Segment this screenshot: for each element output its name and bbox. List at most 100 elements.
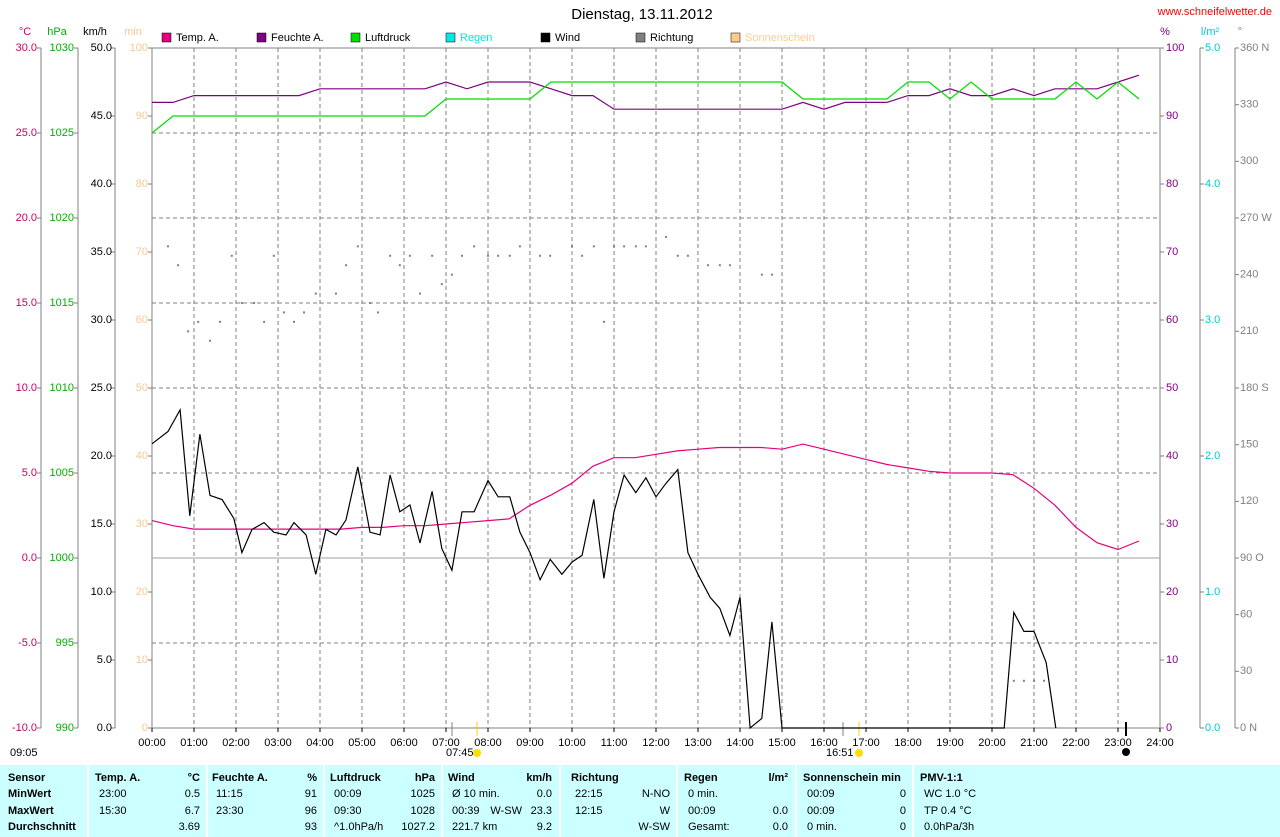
- y-tick-label: 70: [136, 246, 148, 258]
- table-row-label: MinWert: [8, 788, 52, 800]
- x-tick-label: 17:00: [852, 737, 880, 749]
- table-cell: ^1.0hPa/h: [334, 821, 383, 833]
- direction-dot: [292, 320, 295, 323]
- y-tick-label: 10: [1166, 654, 1178, 666]
- y-tick-label: 80: [136, 178, 148, 190]
- table-cell: 1028: [411, 805, 435, 817]
- table-cell: 23:00: [99, 788, 127, 800]
- direction-dot: [376, 311, 379, 314]
- table-cell: 0 min.: [807, 821, 837, 833]
- table-header: Temp. A.: [95, 772, 140, 784]
- direction-dot: [473, 245, 476, 248]
- moon-icon: [1122, 748, 1130, 756]
- y-tick-label: 120: [1240, 495, 1258, 507]
- table-cell: W-SW: [638, 821, 670, 833]
- chart-title: Dienstag, 13.11.2012: [571, 6, 713, 23]
- table-cell: 96: [305, 805, 317, 817]
- table-cell: 11:15: [216, 788, 243, 800]
- direction-dot: [1043, 679, 1046, 682]
- table-cell: 0.5: [185, 788, 200, 800]
- axis-unit: km/h: [83, 26, 107, 38]
- direction-dot: [676, 254, 679, 257]
- table-cell: 0.0: [773, 821, 788, 833]
- x-tick-label: 07:00: [432, 737, 460, 749]
- table-cell: 00:09: [807, 805, 835, 817]
- direction-dot: [219, 320, 222, 323]
- x-tick-label: 09:00: [516, 737, 544, 749]
- table-cell: 3.69: [179, 821, 200, 833]
- y-tick-label: 1.0: [1205, 586, 1220, 598]
- y-tick-label: 90: [1166, 110, 1178, 122]
- y-tick-label: 210: [1240, 325, 1258, 337]
- direction-dot: [1033, 679, 1035, 682]
- direction-dot: [187, 330, 190, 333]
- y-tick-label: 60: [1166, 314, 1178, 326]
- y-tick-label: 0: [142, 722, 148, 734]
- y-tick-label: 0: [1166, 722, 1172, 734]
- y-tick-label: 240: [1240, 269, 1258, 281]
- axis-unit: min: [124, 26, 142, 38]
- sun-icon: [473, 749, 481, 757]
- x-tick-label: 04:00: [306, 737, 334, 749]
- y-tick-label: 0 N: [1240, 722, 1257, 734]
- y-tick-label: -10.0: [12, 722, 37, 734]
- y-tick-label: 1010: [50, 382, 74, 394]
- direction-dot: [1022, 679, 1025, 682]
- x-tick-label: 19:00: [936, 737, 964, 749]
- y-tick-label: 25.0: [16, 127, 37, 139]
- x-tick-label: 10:00: [558, 737, 586, 749]
- table-header: Richtung: [571, 772, 619, 784]
- table-header: Regen: [684, 772, 718, 784]
- table-cell: 0: [900, 821, 906, 833]
- y-tick-label: 70: [1166, 246, 1178, 258]
- y-tick-label: 0.0: [22, 552, 37, 564]
- table-header: Sonnenschein min: [803, 772, 901, 784]
- direction-dot: [356, 245, 359, 248]
- x-tick-label: 08:00: [474, 737, 502, 749]
- legend-swatch: [445, 32, 456, 43]
- direction-dot: [549, 254, 552, 257]
- x-tick-label: 23:00: [1104, 737, 1132, 749]
- y-tick-label: 35.0: [91, 246, 112, 258]
- legend-swatch: [350, 32, 361, 43]
- direction-dot: [686, 254, 689, 257]
- y-tick-label: 20.0: [91, 450, 112, 462]
- y-tick-label: 100: [130, 42, 148, 54]
- y-tick-label: 100: [1166, 42, 1184, 54]
- direction-dot: [314, 292, 317, 295]
- y-tick-label: 4.0: [1205, 178, 1220, 190]
- direction-dot: [272, 254, 275, 257]
- table-cell: 09:30: [334, 805, 362, 817]
- direction-dot: [644, 245, 647, 248]
- table-header: Wind: [448, 772, 475, 784]
- direction-dot: [418, 292, 421, 295]
- direction-dot: [707, 264, 710, 267]
- table-cell: 00:39: [452, 805, 480, 817]
- y-tick-label: -5.0: [18, 637, 37, 649]
- y-tick-label: 270 W: [1240, 212, 1272, 224]
- table-cell: 6.7: [185, 805, 200, 817]
- direction-dot: [728, 264, 731, 267]
- direction-dot: [398, 264, 401, 267]
- table-header: Feuchte A.: [212, 772, 268, 784]
- y-tick-label: 45.0: [91, 110, 112, 122]
- direction-dot: [760, 273, 763, 276]
- direction-dot: [263, 320, 266, 323]
- table-cell: 0 min.: [688, 788, 718, 800]
- y-tick-label: 10: [136, 654, 148, 666]
- stats-background: [0, 765, 1280, 837]
- table-cell: 93: [305, 821, 317, 833]
- y-tick-label: 20.0: [16, 212, 37, 224]
- y-tick-label: 15.0: [91, 518, 112, 530]
- y-tick-label: 30.0: [91, 314, 112, 326]
- legend-label: Wind: [555, 32, 580, 44]
- direction-dot: [665, 235, 668, 238]
- y-tick-label: 80: [1166, 178, 1178, 190]
- x-tick-label: 24:00: [1146, 737, 1174, 749]
- x-tick-label: 11:00: [601, 737, 628, 749]
- direction-dot: [230, 254, 233, 257]
- direction-dot: [253, 302, 256, 304]
- table-cell: W-SW: [490, 805, 522, 817]
- y-tick-label: 40: [1166, 450, 1178, 462]
